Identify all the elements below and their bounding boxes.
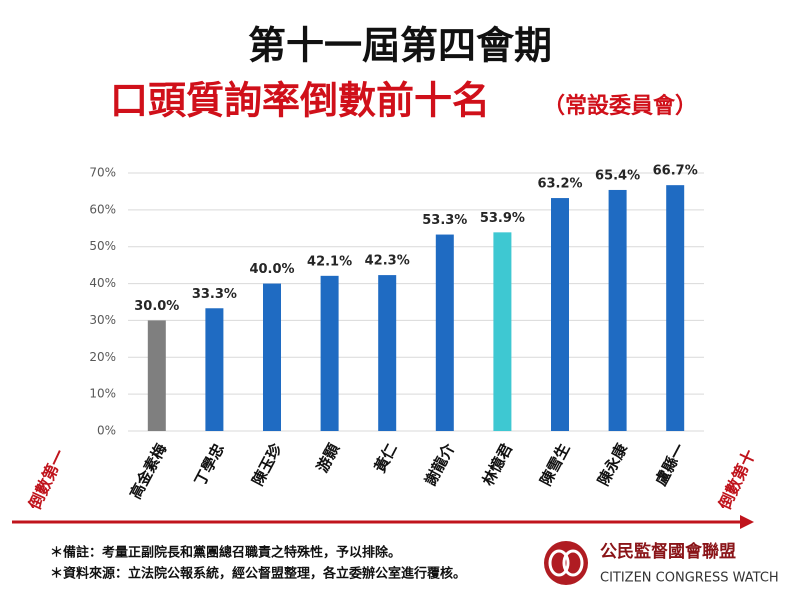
value-label: 42.1% (307, 254, 352, 269)
side-label: 倒數第一 (25, 447, 70, 514)
arrow-head (740, 515, 754, 529)
side-label: 倒數第十 (715, 447, 760, 514)
logo-english: CITIZEN CONGRESS WATCH (600, 571, 779, 586)
note: ＊資料來源：立法院公報系統，經公督盟整理，各立委辦公室進行覆核。 (50, 566, 466, 582)
x-tick-label: 陳玉珍 (248, 440, 285, 489)
value-label: 40.0% (249, 262, 294, 277)
x-tick-label: 陳永康 (594, 440, 631, 489)
bar (608, 189, 627, 431)
y-tick-label: 70% (89, 166, 116, 180)
note: ＊備註：考量正副院長和黨團總召職責之特殊性，予以排除。 (50, 545, 401, 561)
bar (551, 198, 569, 431)
x-tick-label: 丁學忠 (191, 441, 228, 489)
chart-title: 第十一屆第四會期 (248, 24, 552, 68)
value-label: 53.3% (422, 213, 467, 228)
bar (263, 283, 281, 431)
y-tick-label: 20% (89, 350, 116, 364)
bar (666, 185, 685, 431)
y-tick-label: 60% (89, 202, 116, 216)
subtitle-note: （常設委員會） (543, 93, 697, 119)
value-label: 30.0% (134, 299, 179, 314)
y-tick-label: 50% (89, 239, 116, 253)
x-tick-label: 游顥 (313, 441, 343, 476)
value-label: 65.4% (595, 168, 640, 183)
y-tick-label: 30% (89, 313, 116, 327)
x-tick-label: 林憶君 (479, 441, 516, 489)
bar (147, 320, 166, 431)
y-tick-label: 10% (89, 387, 116, 401)
x-tick-label: 陳雪生 (536, 441, 573, 489)
bar (435, 234, 454, 431)
value-label: 42.3% (365, 254, 410, 269)
value-label: 66.7% (653, 164, 698, 179)
value-label: 63.2% (537, 177, 582, 192)
x-tick-label: 黃仁 (371, 441, 401, 476)
x-tick-label: 盧縣一 (652, 441, 689, 489)
logo-icon (544, 541, 588, 585)
bar (378, 275, 397, 431)
y-tick-label: 40% (89, 276, 116, 290)
chart-subtitle: 口頭質詢率倒數前十名 (110, 79, 490, 123)
x-tick-label: 謝龍介 (421, 440, 458, 489)
y-tick-label: 0% (97, 424, 116, 438)
value-label: 33.3% (192, 287, 237, 302)
logo-name: 公民監督國會聯盟 (600, 541, 736, 562)
bar (320, 275, 339, 431)
value-label: 53.9% (480, 211, 525, 226)
bar (493, 232, 512, 431)
bar (205, 308, 224, 431)
x-tick-label: 高金素梅 (126, 441, 170, 502)
